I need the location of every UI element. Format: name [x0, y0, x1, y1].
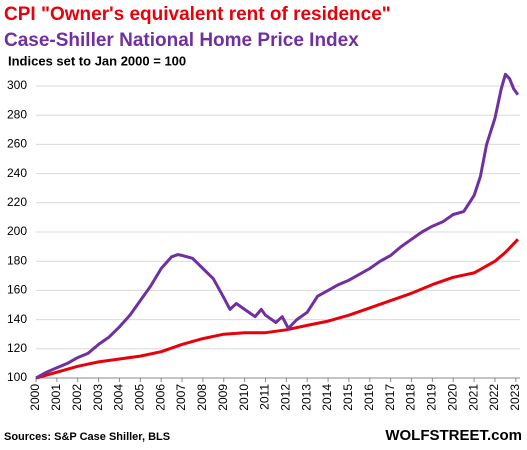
x-tick-label: 2020: [445, 384, 459, 411]
x-tick-label: 2018: [404, 384, 418, 411]
y-tick-label: 280: [7, 107, 27, 121]
y-tick-label: 260: [7, 137, 27, 151]
y-tick-label: 220: [7, 195, 27, 209]
x-tick-label: 2004: [112, 384, 126, 411]
x-tick-label: 2017: [383, 384, 397, 411]
x-tick-label: 2001: [49, 384, 63, 411]
x-tick-label: 2022: [487, 384, 501, 411]
x-tick-label: 2010: [237, 384, 251, 411]
x-tick-label: 2015: [341, 384, 355, 411]
series-title: Case-Shiller National Home Price Index: [4, 30, 359, 51]
series-line: [35, 238, 519, 380]
x-tick-label: 2016: [362, 384, 376, 411]
y-tick-label: 100: [7, 370, 27, 384]
y-tick-label: 200: [7, 224, 27, 238]
y-tick-label: 180: [7, 253, 27, 267]
x-tick-label: 2007: [174, 384, 188, 411]
x-tick-label: 2013: [299, 384, 313, 411]
x-tick-label: 2011: [258, 384, 272, 410]
x-tick-label: 2014: [320, 384, 334, 411]
y-tick-label: 140: [7, 312, 27, 326]
x-tick-label: 2003: [91, 384, 105, 411]
x-tick-label: 2019: [425, 384, 439, 411]
source: Sources: S&P Case Shiller, BLS: [4, 431, 170, 443]
subtitle: Indices set to Jan 2000 = 100: [8, 53, 186, 68]
x-tick-label: 2009: [216, 384, 230, 411]
brand: WOLFSTREET.com: [385, 427, 522, 444]
x-tick-label: 2008: [195, 384, 209, 411]
x-tick-label: 2000: [28, 384, 42, 411]
series-line: [35, 72, 520, 380]
y-tick-label: 300: [7, 78, 27, 92]
y-tick-label: 160: [7, 283, 27, 297]
y-tick-label: 240: [7, 166, 27, 180]
x-tick-label: 2005: [132, 384, 146, 411]
series-title: CPI "Owner's equivalent rent of residenc…: [4, 4, 391, 25]
x-tick-label: 2023: [508, 384, 522, 411]
x-tick-label: 2021: [466, 384, 480, 411]
x-tick-label: 2012: [279, 384, 293, 411]
x-tick-label: 2006: [153, 384, 167, 411]
y-tick-label: 120: [7, 341, 27, 355]
x-tick-label: 2002: [70, 384, 84, 411]
